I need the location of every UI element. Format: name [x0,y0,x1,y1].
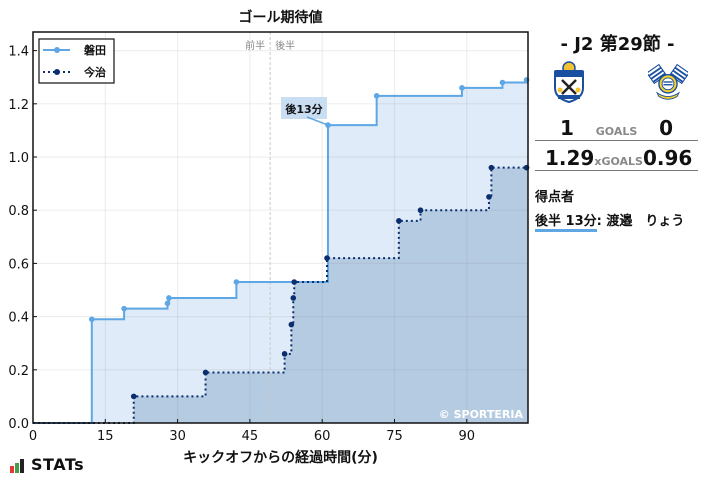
x-tick-label: 90 [459,429,476,444]
data-point [396,218,402,224]
scorer-name: 渡邉 りょう [606,214,685,229]
x-tick-label: 60 [314,429,331,444]
watermark: © SPORTERIA [439,408,524,421]
annotation-pointer [306,116,329,126]
data-point [288,321,295,328]
xg-row: 1.29 xGOALS 0.96 [535,146,698,171]
round-label: - J2 第29節 - [560,34,675,55]
data-point [281,351,288,357]
series-fill-1 [33,167,528,423]
y-tick-label: 0.6 [8,257,29,272]
y-tick-label: 0.0 [8,417,29,432]
y-tick-label: 1.4 [8,45,29,60]
second-half-label: 後半 [275,39,295,52]
first-half-label: 前半 [245,39,265,52]
stats-logo: STATs [10,457,84,473]
data-point [164,300,171,307]
y-tick-label: 1.2 [8,98,29,113]
xg-label: xGOALS [594,155,643,168]
scorer-time: 後半 13分 [535,214,597,232]
x-tick-label: 30 [169,429,186,444]
data-point [291,279,298,285]
x-tick-label: 15 [97,429,114,444]
y-tick-label: 1.0 [8,151,29,166]
data-point [486,194,492,200]
scorer-item: 後半 13分: 渡邉 りょう [535,210,700,232]
scorer-separator: : [596,214,607,229]
data-point [290,295,297,301]
home-goals: 1 [560,116,574,140]
legend-box [38,38,115,84]
goals-label: GOALS [595,125,638,138]
data-point [499,79,506,86]
data-point [373,93,380,99]
jubilo-iwata-crest-icon [554,61,584,104]
legend-marker-0 [54,47,60,53]
data-point [130,393,137,400]
data-point [202,369,209,376]
data-point [488,164,495,171]
scorers-title: 得点者 [535,190,575,205]
legend-label-0: 磐田 [84,43,106,57]
annotation-box [281,97,327,119]
y-tick-label: 0.4 [8,311,29,326]
x-tick-label: 0 [29,429,37,444]
annotation-label: 後13分 [285,102,322,116]
data-point [121,305,127,312]
legend-marker-1 [54,69,60,75]
data-point [166,295,172,301]
data-point [417,207,424,214]
y-tick-label: 0.2 [8,364,29,379]
y-tick-label: 0.8 [8,204,29,219]
home-xg: 1.29 [545,146,595,170]
goals-row: 1 GOALS 0 [535,116,698,141]
x-tick-label: 75 [386,429,403,444]
data-point [233,279,240,285]
data-point [324,255,330,261]
plot-frame [32,31,529,424]
fc-imabari-crest-icon [648,63,688,100]
chart-title: ゴール期待値 [238,10,323,26]
x-tick-label: 45 [242,429,259,444]
legend-label-1: 今治 [83,65,106,79]
data-point [459,85,465,91]
away-goals: 0 [659,116,673,140]
x-axis-label: キックオフからの経過時間(分) [183,450,378,466]
stats-logo-text: STATs [31,455,85,474]
stats-bar-icon [10,459,24,473]
data-point [89,316,95,323]
away-xg: 0.96 [642,146,693,170]
